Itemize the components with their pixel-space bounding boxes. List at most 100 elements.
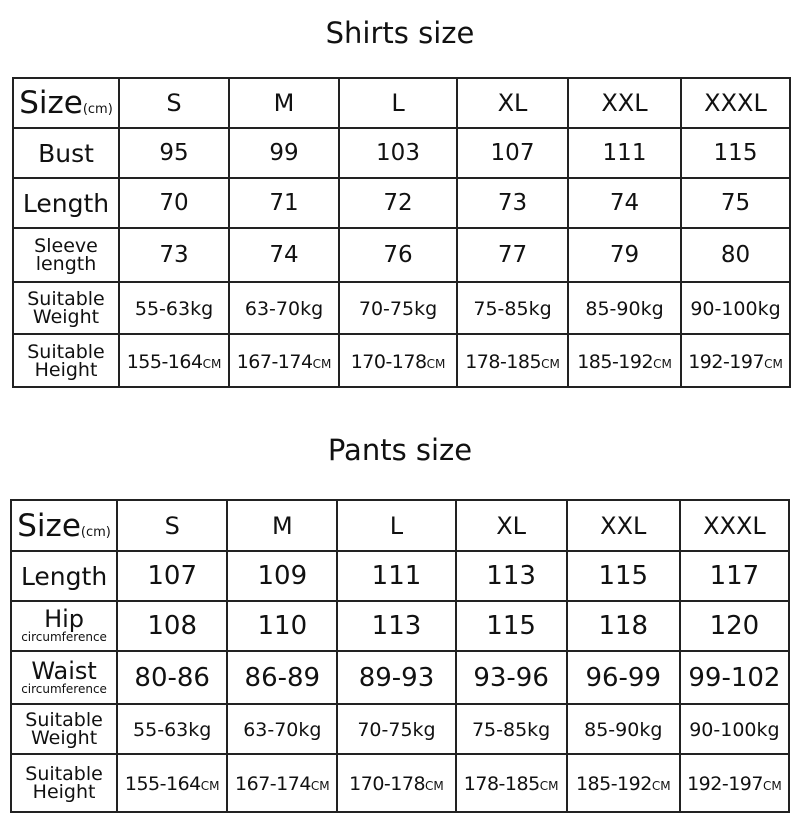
row-label: Sleeve length bbox=[12, 227, 120, 283]
value-cell: 63-70kg bbox=[228, 281, 340, 335]
row-label-line1: Hip bbox=[44, 605, 85, 633]
row-label-line1: Suitable bbox=[25, 763, 103, 785]
height-unit: CM bbox=[310, 779, 330, 793]
value-cell: 120 bbox=[678, 600, 791, 652]
size-l: L bbox=[338, 77, 458, 129]
value-cell: 89-93 bbox=[336, 650, 457, 705]
value-cell: 170-178CM bbox=[338, 333, 458, 388]
row-label-line1: Suitable bbox=[27, 288, 105, 310]
value: 90-100kg bbox=[689, 719, 780, 741]
value: 74 bbox=[269, 242, 299, 268]
height-unit: CM bbox=[541, 356, 560, 371]
table-row: Hip circumference 108 110 113 115 118 120 bbox=[9, 600, 791, 652]
row-label-line2: Weight bbox=[30, 727, 98, 749]
value: 120 bbox=[709, 611, 760, 641]
table-row: Waist circumference 80-86 86-89 89-93 93-96 96… bbox=[9, 650, 791, 705]
value: 113 bbox=[486, 561, 536, 591]
height-unit: CM bbox=[653, 356, 672, 371]
table-row: Suitable Weight 55-63kg 63-70kg 70-75kg 75-85… bbox=[12, 281, 791, 335]
value-cell: 167-174CM bbox=[228, 333, 340, 388]
value-cell: 70 bbox=[118, 177, 230, 229]
value: 80-86 bbox=[134, 662, 210, 693]
value: 73 bbox=[159, 242, 189, 268]
value-cell: 95 bbox=[118, 127, 230, 179]
row-label: Suitable Height bbox=[9, 753, 119, 813]
value-cell: 75-85kg bbox=[456, 281, 569, 335]
value-cell: 55-63kg bbox=[118, 281, 230, 335]
value-cell: 113 bbox=[336, 600, 457, 652]
value: 70-75kg bbox=[358, 298, 438, 320]
value-cell: 118 bbox=[565, 600, 681, 652]
value-cell: 167-174CM bbox=[226, 753, 339, 813]
height-value: 178-185 bbox=[463, 773, 540, 795]
value-cell: 111 bbox=[567, 127, 682, 179]
table-row: Length 107 109 111 113 115 117 bbox=[9, 550, 791, 602]
value: 118 bbox=[598, 611, 649, 641]
height-unit: CM bbox=[312, 356, 332, 371]
value: 86-89 bbox=[244, 662, 321, 693]
height-value: 185-192 bbox=[577, 350, 654, 373]
value: 76 bbox=[383, 242, 413, 268]
row-label: Suitable Height bbox=[12, 333, 120, 388]
value-cell: 155-164CM bbox=[118, 333, 230, 388]
value: 70 bbox=[159, 190, 189, 216]
value-cell: 109 bbox=[226, 550, 339, 602]
row-label-line2: length bbox=[35, 253, 97, 275]
size-xxl: XXL bbox=[567, 77, 682, 129]
value: 117 bbox=[709, 561, 760, 591]
table-row: Length 70 71 72 73 74 75 bbox=[12, 177, 791, 229]
value: 75-85kg bbox=[473, 298, 552, 320]
table-row: Sleeve length 73 74 76 77 79 80 bbox=[12, 227, 791, 283]
value-cell: 192-197CM bbox=[678, 753, 791, 813]
size-header-cell: Size(cm) bbox=[9, 499, 119, 552]
value: 115 bbox=[598, 561, 649, 591]
size-xxxl: XXXL bbox=[678, 499, 791, 552]
value: 73 bbox=[497, 190, 528, 216]
row-label-line2: circumference bbox=[21, 630, 107, 644]
value: 63-70kg bbox=[243, 719, 322, 741]
height-unit: CM bbox=[200, 779, 220, 793]
height-value: 178-185 bbox=[465, 350, 542, 373]
row-label: Suitable Weight bbox=[9, 703, 119, 755]
size-xxxl: XXXL bbox=[680, 77, 791, 129]
value-cell: 90-100kg bbox=[678, 703, 791, 755]
value-cell: 115 bbox=[454, 600, 568, 652]
value: 107 bbox=[147, 561, 198, 591]
value-cell: 115 bbox=[680, 127, 791, 179]
row-label-line2: Weight bbox=[32, 306, 100, 328]
value: 99 bbox=[269, 140, 299, 166]
table-row: Suitable Height 155-164CM 167-174CM 170-178C… bbox=[9, 753, 791, 813]
value-cell: 111 bbox=[336, 550, 457, 602]
value: 109 bbox=[257, 561, 308, 591]
value-cell: 55-63kg bbox=[116, 703, 229, 755]
value-cell: 117 bbox=[678, 550, 791, 602]
height-value: 192-197 bbox=[687, 773, 763, 795]
value: 107 bbox=[490, 140, 535, 166]
height-value: 167-174 bbox=[236, 350, 313, 373]
table-row: Suitable Weight 55-63kg 63-70kg 70-75kg 75-85… bbox=[9, 703, 791, 755]
value: 103 bbox=[376, 140, 420, 166]
size-s: S bbox=[116, 499, 229, 552]
value-cell: 71 bbox=[228, 177, 340, 229]
height-value: 185-192 bbox=[575, 773, 652, 795]
size-header-cell: Size(cm) bbox=[12, 77, 120, 129]
value: 113 bbox=[371, 611, 422, 641]
value-cell: 85-90kg bbox=[567, 281, 682, 335]
value-cell: 74 bbox=[228, 227, 340, 283]
value: 85-90kg bbox=[584, 719, 663, 741]
value-cell: 115 bbox=[565, 550, 681, 602]
value-cell: 90-100kg bbox=[680, 281, 791, 335]
value-cell: 110 bbox=[226, 600, 339, 652]
value: 80 bbox=[720, 242, 751, 268]
height-unit: CM bbox=[539, 779, 559, 793]
row-label: Waist circumference bbox=[9, 650, 119, 705]
height-unit: CM bbox=[764, 356, 783, 371]
value-cell: 75-85kg bbox=[454, 703, 568, 755]
height-unit: CM bbox=[202, 356, 222, 371]
value-cell: 178-185CM bbox=[456, 333, 569, 388]
pants-size-table: Size(cm) S M L XL XXL XXXL Length 107 109 111 113 11… bbox=[9, 499, 791, 813]
value: 55-63kg bbox=[133, 719, 212, 741]
value-cell: 73 bbox=[118, 227, 230, 283]
size-label: Size bbox=[17, 507, 81, 544]
height-value: 170-178 bbox=[350, 350, 427, 373]
